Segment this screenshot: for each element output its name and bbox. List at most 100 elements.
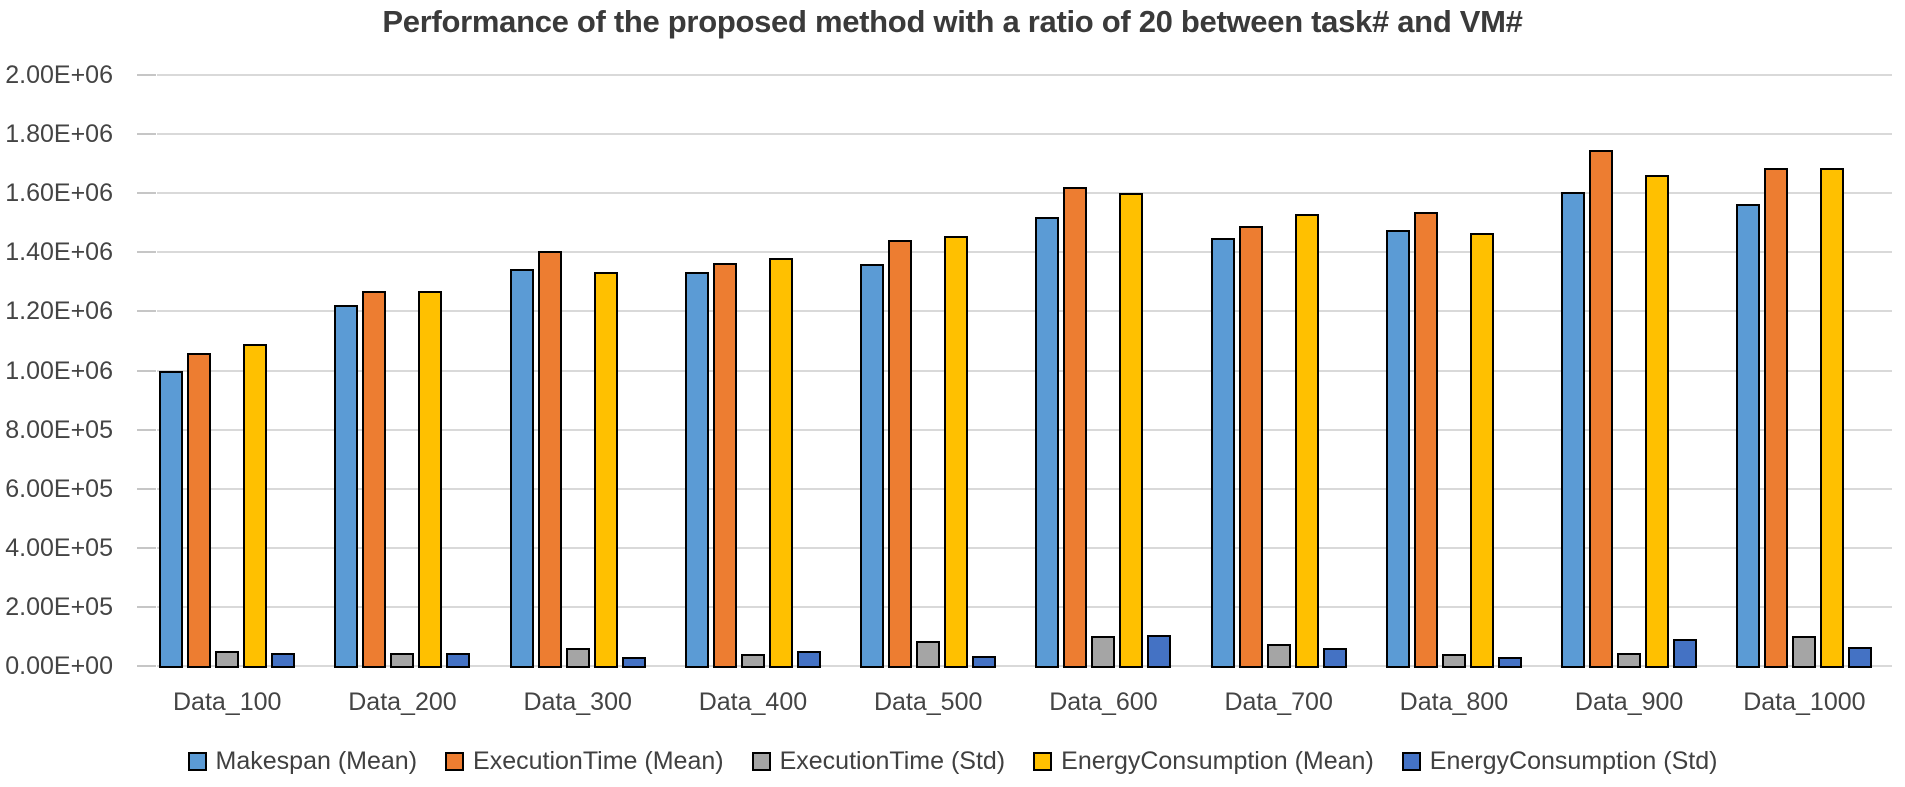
bar-executiontime-std-data_500 xyxy=(916,640,941,668)
x-tick-label: Data_1000 xyxy=(1743,688,1866,716)
gridline xyxy=(157,74,1892,76)
y-tick-label: 1.00E+06 xyxy=(5,356,113,385)
y-tick-label: 1.20E+06 xyxy=(5,297,113,326)
bar-executiontime-std-data_800 xyxy=(1441,654,1466,668)
legend-item: ExecutionTime (Mean) xyxy=(445,747,724,776)
bar-energyconsumption-mean-data_300 xyxy=(593,271,618,668)
bar-executiontime-std-data_100 xyxy=(215,651,240,668)
bar-makespan-mean-data_400 xyxy=(684,271,709,668)
legend-label: ExecutionTime (Std) xyxy=(779,747,1006,775)
bar-makespan-mean-data_1000 xyxy=(1736,203,1761,668)
gridline xyxy=(157,546,1892,549)
bar-energyconsumption-std-data_100 xyxy=(271,652,296,668)
y-axis-tick xyxy=(137,310,156,313)
legend-label: EnergyConsumption (Std) xyxy=(1429,747,1718,775)
bar-energyconsumption-std-data_600 xyxy=(1147,634,1172,668)
bar-executiontime-std-data_400 xyxy=(740,654,765,668)
y-axis-tick xyxy=(137,665,156,667)
y-axis-tick xyxy=(137,192,156,195)
bar-makespan-mean-data_700 xyxy=(1210,237,1235,668)
y-axis-tick xyxy=(137,487,156,490)
bar-energyconsumption-mean-data_400 xyxy=(768,258,793,668)
y-tick-label: 1.80E+06 xyxy=(5,120,113,149)
legend-swatch-icon xyxy=(751,752,771,771)
bar-energyconsumption-mean-data_900 xyxy=(1645,175,1670,668)
bar-makespan-mean-data_200 xyxy=(334,305,359,668)
bar-energyconsumption-std-data_400 xyxy=(796,651,821,668)
gridline xyxy=(157,369,1892,372)
bar-makespan-mean-data_900 xyxy=(1561,191,1586,668)
gridline xyxy=(157,605,1892,608)
bar-executiontime-mean-data_1000 xyxy=(1764,168,1789,668)
y-tick-label: 4.00E+05 xyxy=(5,533,113,562)
bar-energyconsumption-mean-data_700 xyxy=(1294,213,1319,668)
y-axis-tick xyxy=(137,251,156,254)
gridline xyxy=(157,428,1892,431)
y-axis-tick xyxy=(137,546,156,549)
bar-energyconsumption-std-data_800 xyxy=(1497,657,1522,668)
legend-label: EnergyConsumption (Mean) xyxy=(1061,747,1374,775)
bar-executiontime-mean-data_300 xyxy=(537,250,562,668)
gridline xyxy=(157,310,1892,313)
bar-makespan-mean-data_800 xyxy=(1385,230,1410,668)
x-tick-label: Data_300 xyxy=(523,688,632,716)
y-axis-tick xyxy=(137,74,156,76)
bar-energyconsumption-mean-data_500 xyxy=(944,236,969,668)
gridline xyxy=(157,192,1892,195)
x-tick-label: Data_700 xyxy=(1224,688,1333,716)
y-axis-tick xyxy=(137,133,156,136)
bar-executiontime-std-data_300 xyxy=(565,648,590,668)
bar-executiontime-mean-data_200 xyxy=(362,290,387,668)
legend-item: EnergyConsumption (Std) xyxy=(1401,747,1718,776)
bar-energyconsumption-std-data_500 xyxy=(972,655,997,668)
legend: Makespan (Mean) ExecutionTime (Mean) Execu… xyxy=(0,747,1905,776)
bar-makespan-mean-data_300 xyxy=(509,268,534,668)
chart-title: Performance of the proposed method with … xyxy=(382,4,1523,39)
bar-energyconsumption-mean-data_200 xyxy=(418,290,443,668)
x-tick-label: Data_600 xyxy=(1049,688,1158,716)
bar-executiontime-std-data_1000 xyxy=(1792,636,1817,668)
legend-item: Makespan (Mean) xyxy=(187,747,418,776)
bar-energyconsumption-std-data_700 xyxy=(1322,648,1347,668)
bar-energyconsumption-mean-data_1000 xyxy=(1820,168,1845,668)
bar-executiontime-std-data_600 xyxy=(1091,636,1116,668)
bar-energyconsumption-std-data_900 xyxy=(1673,639,1698,668)
legend-swatch-icon xyxy=(1401,752,1421,771)
y-tick-label: 1.40E+06 xyxy=(5,238,113,267)
legend-swatch-icon xyxy=(445,752,465,771)
x-tick-label: Data_200 xyxy=(348,688,457,716)
bar-makespan-mean-data_500 xyxy=(860,264,885,668)
bar-energyconsumption-std-data_300 xyxy=(621,657,646,668)
x-tick-label: Data_400 xyxy=(698,688,808,716)
bar-executiontime-mean-data_800 xyxy=(1413,212,1438,668)
bar-executiontime-std-data_700 xyxy=(1266,643,1291,668)
y-tick-label: 8.00E+05 xyxy=(5,415,113,444)
legend-item: ExecutionTime (Std) xyxy=(751,747,1006,776)
y-tick-label: 6.00E+05 xyxy=(5,474,113,503)
y-tick-label: 1.60E+06 xyxy=(5,179,113,208)
bar-makespan-mean-data_100 xyxy=(159,370,184,668)
legend-swatch-icon xyxy=(187,752,207,771)
bar-executiontime-mean-data_600 xyxy=(1063,187,1088,668)
y-tick-label: 0.00E+00 xyxy=(5,652,113,680)
bar-executiontime-std-data_200 xyxy=(390,652,415,668)
y-axis-tick xyxy=(137,369,156,372)
bar-energyconsumption-std-data_200 xyxy=(446,652,471,668)
y-axis-tick xyxy=(137,428,156,431)
y-tick-label: 2.00E+06 xyxy=(5,61,113,89)
bar-executiontime-std-data_900 xyxy=(1617,652,1642,668)
y-tick-label: 2.00E+05 xyxy=(5,592,113,621)
gridline xyxy=(157,665,1892,667)
gridline xyxy=(157,487,1892,490)
bar-makespan-mean-data_600 xyxy=(1035,216,1060,668)
legend-label: Makespan (Mean) xyxy=(215,747,418,775)
x-tick-label: Data_500 xyxy=(873,688,983,716)
bar-energyconsumption-mean-data_100 xyxy=(243,343,268,668)
gridline xyxy=(157,133,1892,136)
y-axis-tick xyxy=(137,605,156,608)
bar-executiontime-mean-data_900 xyxy=(1589,150,1614,668)
x-tick-label: Data_100 xyxy=(173,688,282,716)
legend-swatch-icon xyxy=(1033,752,1053,771)
gridline xyxy=(157,251,1892,254)
